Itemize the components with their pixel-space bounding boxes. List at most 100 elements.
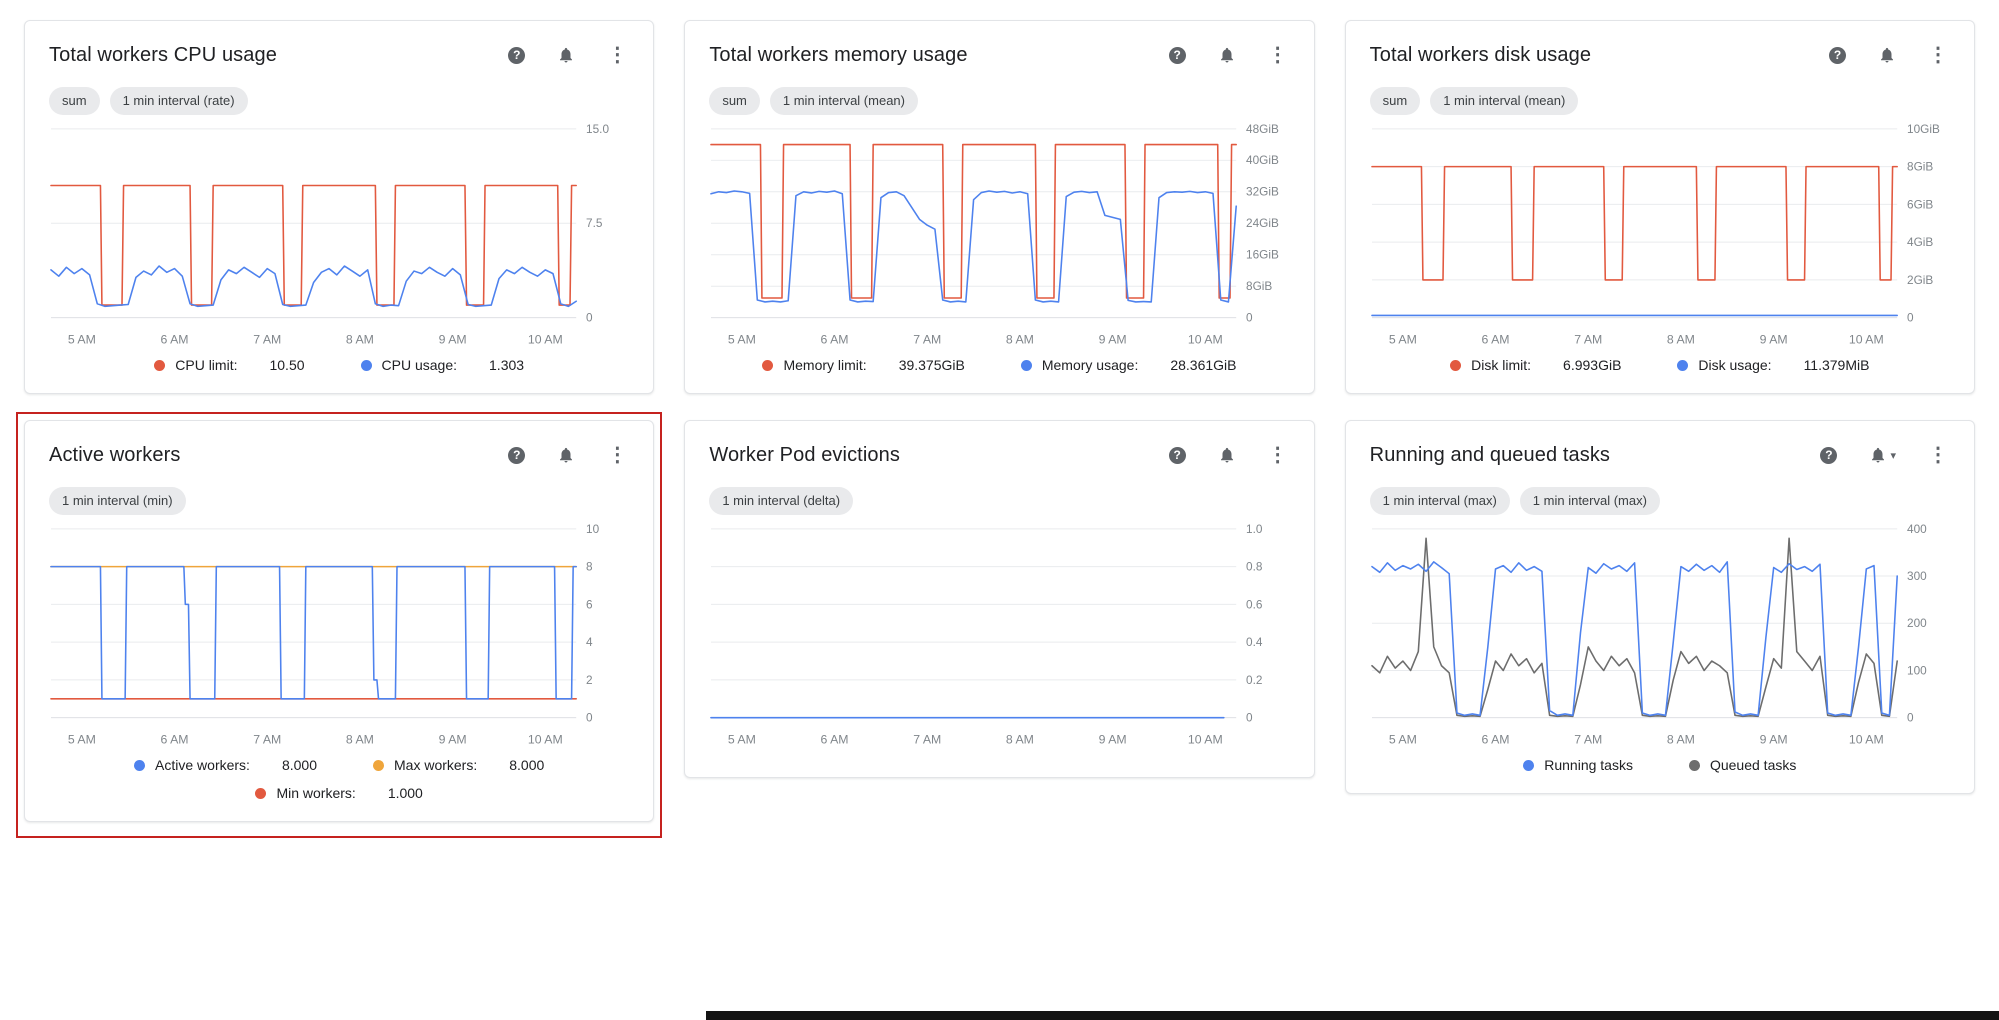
badge-row: 1 min interval (delta) xyxy=(709,487,1289,516)
x-axis-label: 10 AM xyxy=(1188,332,1223,346)
chart-canvas[interactable]: 0 0.2 0.4 0.6 0.8 1.0 5 AM 6 AM 7 AM 8 AM 9 AM 10 A… xyxy=(709,519,1289,751)
x-axis-label: 8 AM xyxy=(1667,732,1695,746)
alerts-button[interactable] xyxy=(1216,44,1238,66)
more-button[interactable]: ⋮ xyxy=(605,43,629,67)
y-axis-label: 0.8 xyxy=(1246,560,1263,574)
badge-row: 1 min interval (max) 1 min interval (max) xyxy=(1369,487,1950,516)
legend-item[interactable]: Memory usage: 28.361GiB xyxy=(1020,357,1237,374)
x-axis-label: 9 AM xyxy=(1099,732,1127,746)
legend-item[interactable]: Disk usage: 11.379MiB xyxy=(1677,357,1869,373)
chart-plot[interactable]: 0 0.2 0.4 0.6 0.8 1.0 5 AM 6 AM 7 AM 8 AM 9 AM 10 A… xyxy=(709,519,1289,751)
series-line-running-tasks xyxy=(1370,561,1898,717)
legend-value: 10.50 xyxy=(269,357,305,374)
help-button[interactable]: ? xyxy=(506,45,527,66)
chart-card: Total workers disk usage ? ⋮ xyxy=(1344,20,1975,395)
help-button[interactable]: ? xyxy=(1827,45,1848,66)
card-actions: ? ⋮ xyxy=(1167,43,1290,67)
legend-dot xyxy=(373,759,384,771)
card-header: Total workers memory usage ? ⋮ xyxy=(709,43,1289,67)
more-vert-icon: ⋮ xyxy=(1267,444,1288,467)
more-button[interactable]: ⋮ xyxy=(605,443,629,467)
filter-chip: 1 min interval (max) xyxy=(1369,487,1510,516)
legend-dot xyxy=(134,759,146,771)
dashboard-cell: Total workers CPU usage ? ⋮ xyxy=(16,12,662,402)
more-vert-icon: ⋮ xyxy=(1267,44,1288,66)
x-axis-label: 5 AM xyxy=(68,732,96,746)
x-axis-label: 6 AM xyxy=(821,732,849,746)
x-axis-label: 5 AM xyxy=(728,332,756,346)
y-axis-label: 0 xyxy=(1907,711,1914,725)
x-axis-label: 7 AM xyxy=(1574,332,1602,346)
legend-item[interactable]: CPU usage: 1.303 xyxy=(360,357,525,374)
legend-item[interactable]: Min workers: 1.000 xyxy=(255,785,423,801)
alerts-button[interactable] xyxy=(555,44,577,66)
chart-plot[interactable]: 0 2GiB 4GiB 6GiB 8GiB 10GiB 5 AM 6 AM 7 AM 8 AM 9 … xyxy=(1370,119,1950,351)
card-title: Total workers CPU usage xyxy=(49,43,277,66)
y-axis-label: 2 xyxy=(586,673,593,687)
y-axis-label: 16GiB xyxy=(1246,248,1279,262)
chart-canvas[interactable]: 0 7.5 15.0 5 AM 6 AM 7 AM 8 AM 9 AM 10 AM xyxy=(49,119,629,351)
legend-item[interactable]: CPU limit: 10.50 xyxy=(154,357,305,374)
legend-value: 1.303 xyxy=(489,357,525,374)
card-title: Worker Pod evictions xyxy=(709,443,900,466)
dashboard-grid: Total workers CPU usage ? ⋮ xyxy=(16,12,1983,839)
help-button[interactable]: ? xyxy=(506,445,527,466)
x-axis-label: 9 AM xyxy=(1759,332,1787,346)
y-axis-label: 2GiB xyxy=(1907,273,1933,287)
chart-plot[interactable]: 0 8GiB 16GiB 24GiB 32GiB 40GiB 48GiB 5 AM 6 AM 7 … xyxy=(709,119,1289,351)
chart-plot[interactable]: 0 100 200 300 400 5 AM 6 AM 7 AM 8 AM 9 AM 10 AM xyxy=(1370,519,1950,751)
y-axis-label: 0.6 xyxy=(1246,597,1263,611)
y-axis-label: 1.0 xyxy=(1246,522,1263,536)
legend-item[interactable]: Running tasks xyxy=(1523,757,1633,773)
legend-value: 6.993GiB xyxy=(1563,357,1622,374)
help-icon: ? xyxy=(508,446,526,464)
filter-chip: 1 min interval (mean) xyxy=(1430,87,1579,115)
alerts-button[interactable] xyxy=(555,444,577,466)
help-button[interactable]: ? xyxy=(1167,45,1188,66)
legend-label: Running tasks xyxy=(1544,757,1633,774)
legend-label: Queued tasks xyxy=(1709,757,1797,774)
legend-item[interactable]: Disk limit: 6.993GiB xyxy=(1450,357,1621,373)
legend-label: CPU limit: xyxy=(175,357,238,374)
y-axis-label: 15.0 xyxy=(586,122,609,136)
chart-plot[interactable]: 0 2 4 6 8 10 5 AM 6 AM 7 AM 8 AM 9 AM 10 AM xyxy=(49,519,629,751)
y-axis-label: 0.4 xyxy=(1246,635,1263,649)
more-button[interactable]: ⋮ xyxy=(1926,43,1950,67)
more-button[interactable]: ⋮ xyxy=(1266,443,1290,467)
alerts-button[interactable] xyxy=(1216,444,1238,466)
x-axis-label: 8 AM xyxy=(1667,332,1695,346)
x-axis-label: 9 AM xyxy=(1099,332,1127,346)
legend-item[interactable]: Max workers: 8.000 xyxy=(373,757,544,773)
chart-canvas[interactable]: 0 2GiB 4GiB 6GiB 8GiB 10GiB 5 AM 6 AM 7 AM 8 AM 9 … xyxy=(1370,119,1950,351)
chart-plot[interactable]: 0 7.5 15.0 5 AM 6 AM 7 AM 8 AM 9 AM 10 AM xyxy=(49,119,629,351)
chart-canvas[interactable]: 0 2 4 6 8 10 5 AM 6 AM 7 AM 8 AM 9 AM 10 AM xyxy=(49,519,629,751)
y-axis-label: 24GiB xyxy=(1246,216,1279,230)
alerts-button[interactable]: ▾ xyxy=(1867,444,1898,466)
legend-label: Memory usage: xyxy=(1041,357,1139,374)
chart-canvas[interactable]: 0 100 200 300 400 5 AM 6 AM 7 AM 8 AM 9 AM 10 AM xyxy=(1370,519,1950,751)
dashboard-cell: Running and queued tasks ? ▾ ⋮ xyxy=(1337,412,1983,802)
legend-item[interactable]: Memory limit: 39.375GiB xyxy=(762,357,965,373)
chart-canvas[interactable]: 0 8GiB 16GiB 24GiB 32GiB 40GiB 48GiB 5 AM 6 AM 7 … xyxy=(709,119,1289,351)
y-axis-label: 32GiB xyxy=(1246,185,1279,199)
chart-legend: Active workers: 8.000 Max workers: 8.000 Min… xyxy=(79,757,599,801)
y-axis-label: 10 xyxy=(586,522,600,536)
legend-label: CPU usage: xyxy=(381,357,458,374)
legend-value: 28.361GiB xyxy=(1170,357,1237,374)
dashboard-cell: Worker Pod evictions ? ⋮ xyxy=(676,412,1322,786)
annotation-highlight: Active workers ? ⋮ 1 min xyxy=(16,412,663,839)
legend-item[interactable]: Queued tasks xyxy=(1688,757,1797,774)
help-icon: ? xyxy=(1828,46,1846,64)
x-axis-label: 9 AM xyxy=(1759,732,1787,746)
more-button[interactable]: ⋮ xyxy=(1266,43,1290,67)
x-axis-label: 6 AM xyxy=(1481,732,1509,746)
alerts-button[interactable] xyxy=(1876,44,1898,66)
bell-icon xyxy=(1880,47,1893,63)
legend-item[interactable]: Active workers: 8.000 xyxy=(134,757,317,773)
help-button[interactable]: ? xyxy=(1167,445,1188,466)
more-button[interactable]: ⋮ xyxy=(1926,443,1950,467)
series-line-memory-usage xyxy=(710,190,1238,303)
x-axis-label: 6 AM xyxy=(161,732,189,746)
chart-legend: Memory limit: 39.375GiB Memory usage: 28.36… xyxy=(739,357,1259,373)
help-button[interactable]: ? xyxy=(1818,445,1839,466)
